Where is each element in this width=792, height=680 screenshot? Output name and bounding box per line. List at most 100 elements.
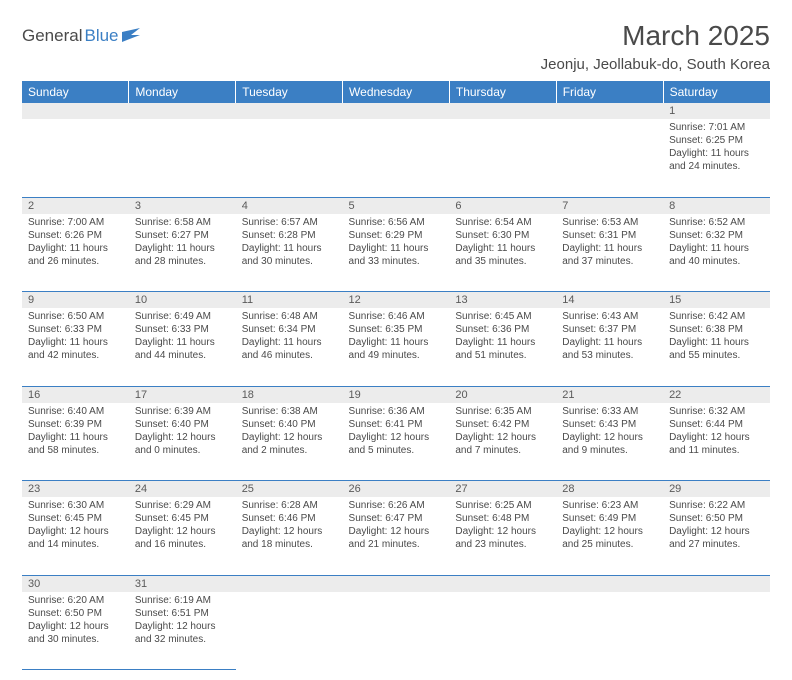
day-number: 29: [663, 481, 770, 498]
day-number: 25: [236, 481, 343, 498]
sunrise-line: Sunrise: 6:57 AM: [242, 217, 318, 228]
cell-content: Sunrise: 6:35 AMSunset: 6:42 PMDaylight:…: [449, 403, 556, 460]
cell-content: Sunrise: 6:56 AM Sunset: 6:29 PM Daylight:…: [343, 214, 450, 271]
calendar-cell: Sunrise: 6:20 AMSunset: 6:50 PMDaylight:…: [22, 592, 129, 670]
calendar-cell: Sunrise: 6:43 AM Sunset: 6:37 PM Daylight:…: [556, 308, 663, 386]
sunset-line: Sunset: 6:37 PM: [562, 324, 636, 335]
sunrise-line: Sunrise: 6:58 AM: [135, 217, 211, 228]
sunset-line: Sunset: 6:33 PM: [135, 324, 209, 335]
cell-content: Sunrise: 6:54 AMSunset: 6:30 PMDaylight:…: [449, 214, 556, 271]
logo-flag-icon: [122, 28, 142, 42]
cell-content: Sunrise: 7:00 AMSunset: 6:26 PMDaylight:…: [22, 214, 129, 271]
day-number: [449, 575, 556, 592]
calendar-cell: [22, 119, 129, 197]
cell-content: Sunrise: 6:23 AMSunset: 6:49 PMDaylight:…: [556, 497, 663, 554]
sunrise-line: Sunrise: 6:43 AM: [562, 311, 638, 322]
sunrise-line: Sunrise: 6:25 AM: [455, 500, 531, 511]
daylight-line: Daylight: 11 hours and 49 minutes.: [349, 337, 429, 361]
sunrise-line: Sunrise: 6:28 AM: [242, 500, 318, 511]
calendar-cell: Sunrise: 6:30 AM Sunset: 6:45 PM Daylight:…: [22, 497, 129, 575]
daynum-row: 23242526272829: [22, 481, 770, 498]
cell-content: Sunrise: 6:42 AMSunset: 6:38 PMDaylight:…: [663, 308, 770, 365]
sunrise-line: Sunrise: 6:52 AM: [669, 217, 745, 228]
logo: General Blue: [22, 26, 142, 46]
sunset-line: Sunset: 6:45 PM: [135, 513, 209, 524]
calendar-cell: Sunrise: 6:46 AMSunset: 6:35 PMDaylight:…: [343, 308, 450, 386]
daylight-line: Daylight: 12 hours and 30 minutes.: [28, 621, 109, 645]
sunrise-line: Sunrise: 6:35 AM: [455, 406, 531, 417]
daylight-line: Daylight: 12 hours and 21 minutes.: [349, 526, 430, 550]
calendar-cell: Sunrise: 6:49 AM Sunset: 6:33 PM Daylight:…: [129, 308, 236, 386]
day-header: Friday: [556, 81, 663, 103]
daylight-line: Daylight: 11 hours and 33 minutes.: [349, 243, 429, 267]
daylight-line: Daylight: 11 hours and 30 minutes.: [242, 243, 322, 267]
sunset-line: Sunset: 6:33 PM: [28, 324, 102, 335]
day-number: 14: [556, 292, 663, 309]
cell-content: Sunrise: 6:43 AM Sunset: 6:37 PM Daylight:…: [556, 308, 663, 365]
calendar-cell: Sunrise: 6:40 AMSunset: 6:39 PMDaylight:…: [22, 403, 129, 481]
day-number: 11: [236, 292, 343, 309]
day-number: [556, 103, 663, 119]
daylight-line: Daylight: 11 hours and 53 minutes.: [562, 337, 642, 361]
day-number: 22: [663, 386, 770, 403]
daylight-line: Daylight: 12 hours and 5 minutes.: [349, 432, 430, 456]
sunrise-line: Sunrise: 6:30 AM: [28, 500, 104, 511]
daylight-line: Daylight: 11 hours and 55 minutes.: [669, 337, 749, 361]
calendar-cell: Sunrise: 6:28 AMSunset: 6:46 PMDaylight:…: [236, 497, 343, 575]
calendar-cell: [556, 592, 663, 670]
daynum-row: 2345678: [22, 197, 770, 214]
sunset-line: Sunset: 6:39 PM: [28, 419, 102, 430]
day-number: [236, 575, 343, 592]
day-number: 12: [343, 292, 450, 309]
calendar-row: Sunrise: 6:50 AMSunset: 6:33 PMDaylight:…: [22, 308, 770, 386]
calendar-cell: [343, 119, 450, 197]
day-number: 30: [22, 575, 129, 592]
day-number: [22, 103, 129, 119]
sunrise-line: Sunrise: 6:19 AM: [135, 595, 211, 606]
sunset-line: Sunset: 6:36 PM: [455, 324, 529, 335]
sunset-line: Sunset: 6:35 PM: [349, 324, 423, 335]
daylight-line: Daylight: 11 hours and 44 minutes.: [135, 337, 215, 361]
calendar-cell: [556, 119, 663, 197]
sunset-line: Sunset: 6:34 PM: [242, 324, 316, 335]
sunset-line: Sunset: 6:29 PM: [349, 230, 423, 241]
calendar-cell: Sunrise: 6:36 AMSunset: 6:41 PMDaylight:…: [343, 403, 450, 481]
day-number: [663, 575, 770, 592]
sunset-line: Sunset: 6:45 PM: [28, 513, 102, 524]
sunrise-line: Sunrise: 6:54 AM: [455, 217, 531, 228]
daylight-line: Daylight: 12 hours and 14 minutes.: [28, 526, 109, 550]
calendar-cell: Sunrise: 6:39 AMSunset: 6:40 PMDaylight:…: [129, 403, 236, 481]
day-header: Saturday: [663, 81, 770, 103]
sunset-line: Sunset: 6:44 PM: [669, 419, 743, 430]
title-block: March 2025 Jeonju, Jeollabuk-do, South K…: [541, 20, 770, 73]
page-header: General Blue March 2025 Jeonju, Jeollabu…: [22, 20, 770, 73]
sunset-line: Sunset: 6:50 PM: [28, 608, 102, 619]
day-header: Tuesday: [236, 81, 343, 103]
day-number: [129, 103, 236, 119]
day-number: [343, 575, 450, 592]
sunrise-line: Sunrise: 6:56 AM: [349, 217, 425, 228]
cell-content: Sunrise: 6:49 AM Sunset: 6:33 PM Daylight:…: [129, 308, 236, 365]
daylight-line: Daylight: 12 hours and 32 minutes.: [135, 621, 216, 645]
sunset-line: Sunset: 6:26 PM: [28, 230, 102, 241]
cell-content: Sunrise: 6:19 AMSunset: 6:51 PMDaylight:…: [129, 592, 236, 649]
daylight-line: Daylight: 12 hours and 9 minutes.: [562, 432, 643, 456]
calendar-row: Sunrise: 6:20 AMSunset: 6:50 PMDaylight:…: [22, 592, 770, 670]
cell-content: Sunrise: 6:48 AMSunset: 6:34 PMDaylight:…: [236, 308, 343, 365]
calendar-page: General Blue March 2025 Jeonju, Jeollabu…: [0, 0, 792, 680]
cell-content: Sunrise: 6:38 AMSunset: 6:40 PMDaylight:…: [236, 403, 343, 460]
calendar-cell: Sunrise: 6:19 AMSunset: 6:51 PMDaylight:…: [129, 592, 236, 670]
cell-content: Sunrise: 7:01 AMSunset: 6:25 PMDaylight:…: [663, 119, 770, 176]
cell-content: Sunrise: 6:28 AMSunset: 6:46 PMDaylight:…: [236, 497, 343, 554]
day-number: 24: [129, 481, 236, 498]
sunrise-line: Sunrise: 6:22 AM: [669, 500, 745, 511]
cell-content: Sunrise: 6:26 AMSunset: 6:47 PMDaylight:…: [343, 497, 450, 554]
daylight-line: Daylight: 11 hours and 35 minutes.: [455, 243, 535, 267]
day-number: 16: [22, 386, 129, 403]
calendar-cell: Sunrise: 6:50 AMSunset: 6:33 PMDaylight:…: [22, 308, 129, 386]
day-number: 28: [556, 481, 663, 498]
sunset-line: Sunset: 6:38 PM: [669, 324, 743, 335]
day-number: [343, 103, 450, 119]
sunrise-line: Sunrise: 6:49 AM: [135, 311, 211, 322]
cell-content: Sunrise: 6:29 AMSunset: 6:45 PMDaylight:…: [129, 497, 236, 554]
